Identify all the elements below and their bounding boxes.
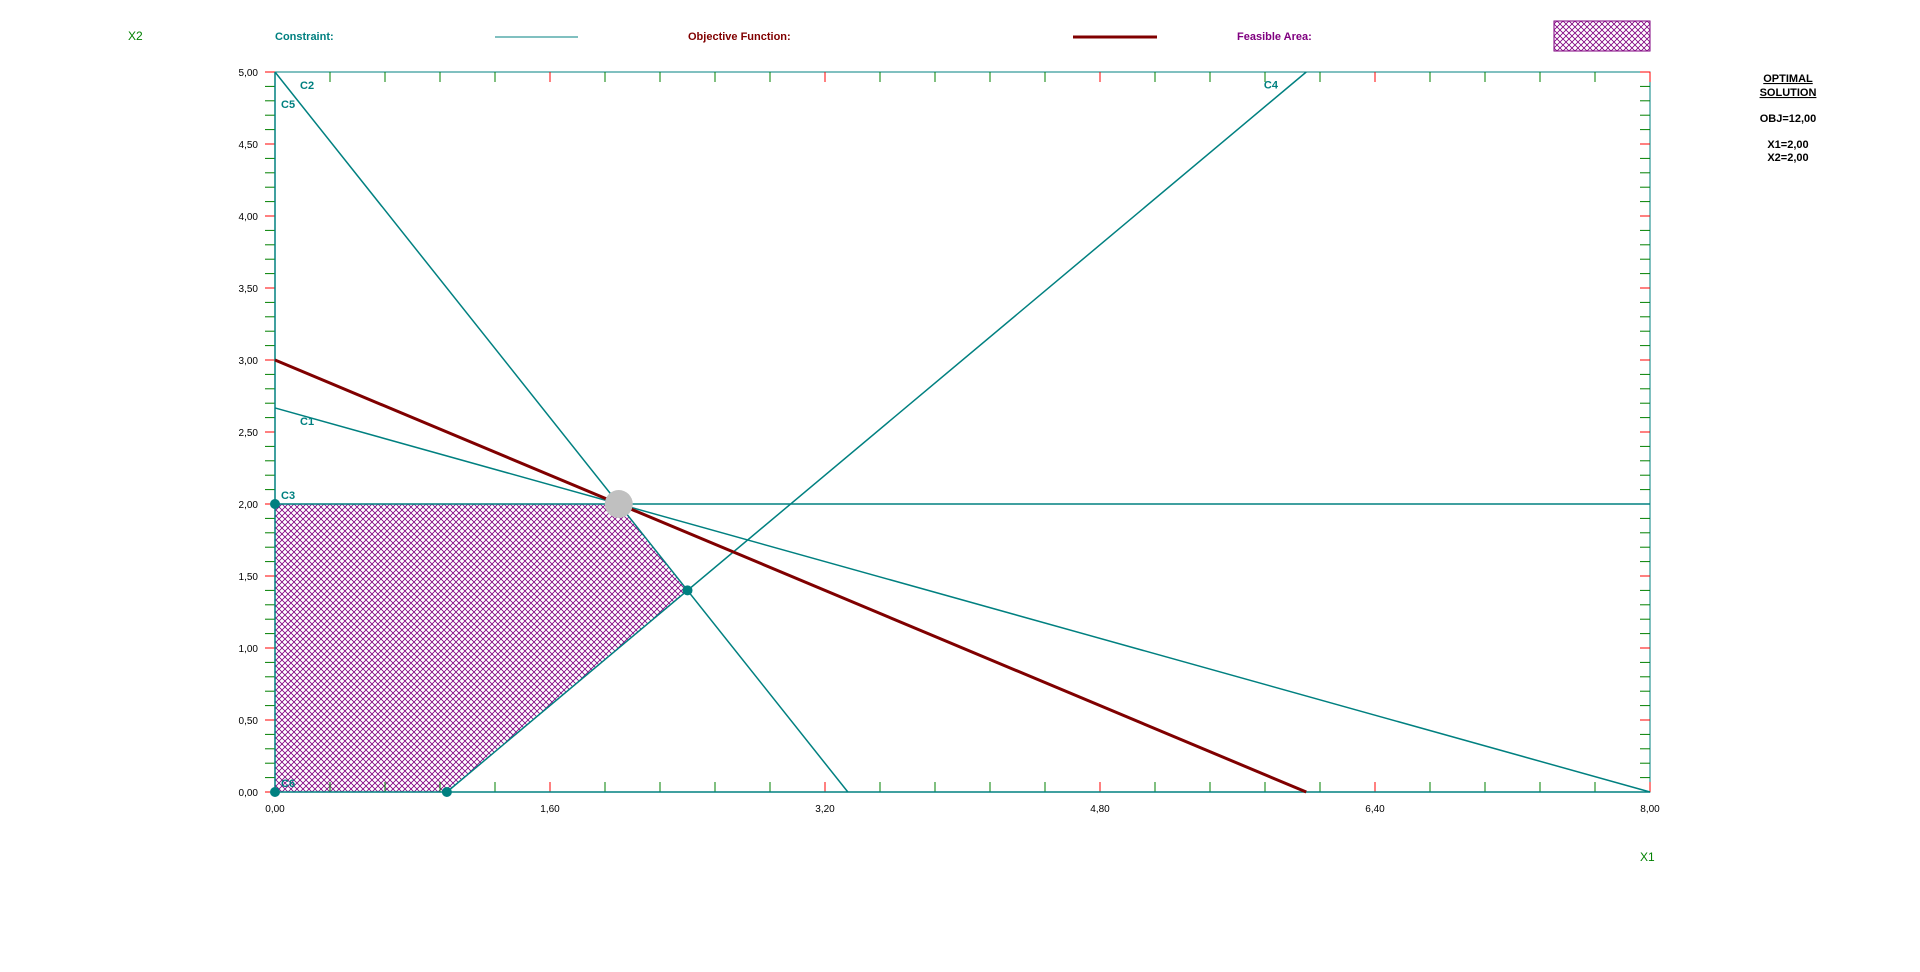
- x-tick-label: 6,40: [1365, 804, 1385, 815]
- feasible-vertex: [441, 787, 452, 797]
- constraint-line-c4: [446, 71, 1307, 793]
- legend-feasible-label: Feasible Area:: [1237, 31, 1312, 43]
- objective-line: [274, 358, 1307, 794]
- constraint-line-c2: [274, 71, 849, 793]
- constraint-label-c5: C5: [281, 99, 295, 111]
- optimal-obj-value: OBJ=12,00: [1760, 113, 1817, 125]
- y-tick-label: 1,50: [239, 572, 259, 583]
- y-tick-label: 0,00: [239, 788, 259, 799]
- y-tick-label: 2,00: [239, 500, 259, 511]
- feasible-region: [275, 504, 688, 792]
- constraint-label-c2: C2: [300, 80, 314, 92]
- optimal-title-line2: SOLUTION: [1760, 87, 1817, 99]
- constraint-label-c3: C3: [281, 490, 295, 502]
- y-axis-name-top: X2: [128, 29, 143, 43]
- y-tick-label: 4,00: [239, 212, 259, 223]
- x-tick-label: 1,60: [540, 804, 560, 815]
- x-tick-label: 3,20: [815, 804, 835, 815]
- constraint-line-c1: [274, 407, 1651, 793]
- feasible-vertex: [270, 499, 280, 509]
- constraint-label-c6: C6: [281, 778, 295, 790]
- x-tick-label: 4,80: [1090, 804, 1110, 815]
- x-tick-label: 0,00: [265, 804, 285, 815]
- legend-feasible-swatch: [1553, 20, 1651, 52]
- y-tick-label: 0,50: [239, 716, 259, 727]
- optimal-x1-value: X1=2,00: [1767, 139, 1808, 151]
- optimal-title-line1: OPTIMAL: [1763, 73, 1813, 85]
- y-tick-label: 2,50: [239, 428, 259, 439]
- constraint-label-c4: C4: [1264, 79, 1279, 91]
- feasible-vertex: [270, 787, 280, 797]
- legend-objective-label: Objective Function:: [688, 31, 791, 43]
- y-tick-label: 4,50: [239, 140, 259, 151]
- optimal-point: [604, 490, 633, 518]
- feasible-vertex: [682, 585, 693, 596]
- x-axis-name: X1: [1640, 850, 1655, 864]
- y-tick-label: 3,00: [239, 356, 259, 367]
- y-tick-label: 5,00: [239, 68, 259, 79]
- constraint-label-c1: C1: [300, 416, 314, 428]
- y-tick-label: 1,00: [239, 644, 259, 655]
- y-tick-label: 3,50: [239, 284, 259, 295]
- x-tick-label: 8,00: [1640, 804, 1660, 815]
- optimal-x2-value: X2=2,00: [1767, 152, 1808, 164]
- legend-constraint-label: Constraint:: [275, 31, 334, 43]
